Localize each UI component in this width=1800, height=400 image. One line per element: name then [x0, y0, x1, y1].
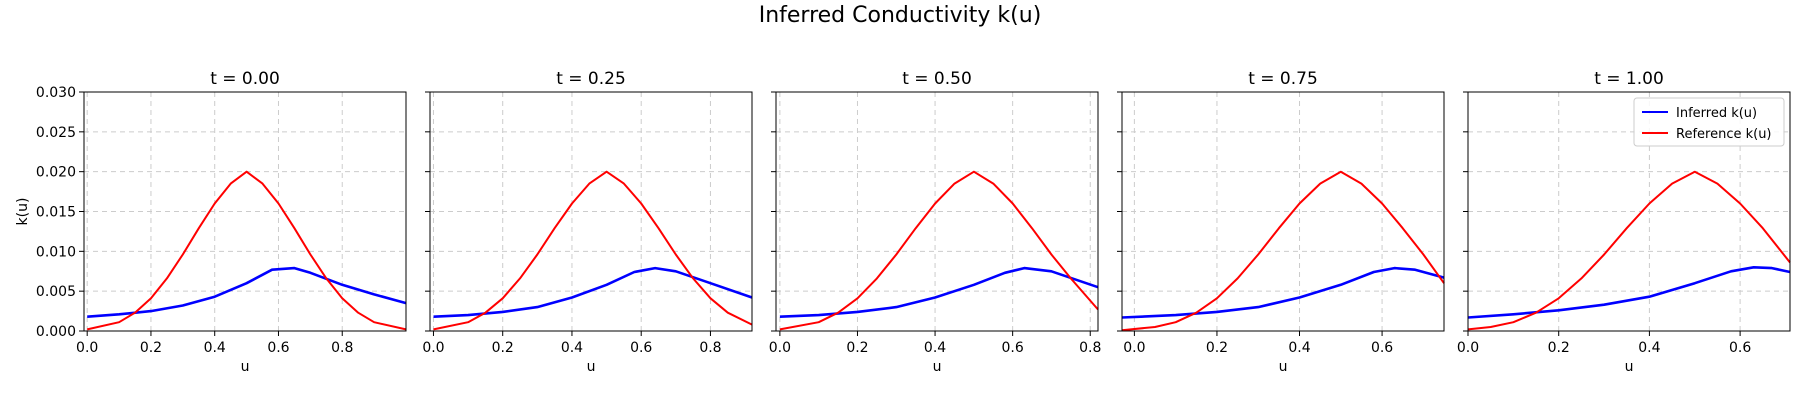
legend-label: Inferred k(u) [1676, 106, 1757, 121]
plot-area-2 [776, 92, 1098, 331]
series-line-reference [86, 170, 407, 331]
x-tick-label: 0.4 [561, 340, 583, 356]
plot-frame [429, 91, 753, 332]
x-tick-label: 0.2 [846, 340, 868, 356]
y-tick-label: 0.015 [36, 205, 76, 221]
y-axis-label: k(u) [15, 198, 31, 226]
subplot-title: t = 0.75 [1248, 69, 1318, 89]
x-tick-label: 0.0 [422, 340, 444, 356]
x-axis-label: u [1625, 359, 1634, 375]
plot-area-0 [84, 92, 406, 331]
series-line-reference [1121, 170, 1445, 332]
x-tick-label: 0.6 [630, 340, 652, 356]
x-tick-label: 0.2 [140, 340, 162, 356]
x-tick-label: 0.6 [267, 340, 289, 356]
legend-box [1633, 97, 1785, 147]
x-tick-label: 0.8 [331, 340, 353, 356]
series-line-inferred [87, 266, 407, 318]
figure-title: Inferred Conductivity k(u) [758, 3, 1042, 28]
subplot-title: t = 0.00 [210, 69, 280, 89]
x-tick-label: 0.6 [1729, 340, 1751, 356]
y-tick-label: 0.020 [36, 165, 76, 181]
x-tick-label: 0.6 [1002, 340, 1024, 356]
plot-frame [1467, 91, 1791, 332]
x-tick-label: 0.4 [1288, 340, 1310, 356]
plot-frame [1121, 91, 1445, 332]
x-tick-label: 0.0 [1457, 340, 1479, 356]
x-axis-label: u [587, 359, 596, 375]
x-tick-label: 0.4 [924, 340, 946, 356]
plot-area-3 [1122, 92, 1444, 331]
x-tick-label: 0.0 [1123, 340, 1145, 356]
plot-frame [775, 91, 1099, 332]
y-tick-label: 0.000 [36, 324, 76, 340]
x-tick-label: 0.4 [204, 340, 226, 356]
legend-label: Reference k(u) [1676, 127, 1772, 142]
x-tick-label: 0.8 [1079, 340, 1101, 356]
y-tick-label: 0.025 [36, 125, 76, 141]
x-tick-label: 0.2 [1548, 340, 1570, 356]
x-tick-label: 0.8 [699, 340, 721, 356]
x-tick-label: 0.4 [1638, 340, 1660, 356]
x-tick-label: 0.2 [1206, 340, 1228, 356]
series-line-reference [779, 170, 1099, 331]
plot-frame [83, 91, 407, 332]
x-axis-label: u [1279, 359, 1288, 375]
x-tick-label: 0.0 [76, 340, 98, 356]
x-tick-label: 0.0 [769, 340, 791, 356]
x-axis-label: u [933, 359, 942, 375]
x-tick-label: 0.6 [1371, 340, 1393, 356]
subplot-title: t = 0.25 [556, 69, 626, 89]
subplot-title: t = 0.50 [902, 69, 972, 89]
x-axis-label: u [241, 359, 250, 375]
series-line-inferred [433, 266, 753, 318]
y-tick-label: 0.010 [36, 244, 76, 260]
subplot-title: t = 1.00 [1594, 69, 1664, 89]
x-tick-label: 0.2 [492, 340, 514, 356]
y-tick-label: 0.005 [36, 284, 76, 300]
y-tick-label: 0.030 [36, 85, 76, 101]
series-line-reference [433, 170, 753, 331]
series-line-reference [1467, 170, 1791, 331]
